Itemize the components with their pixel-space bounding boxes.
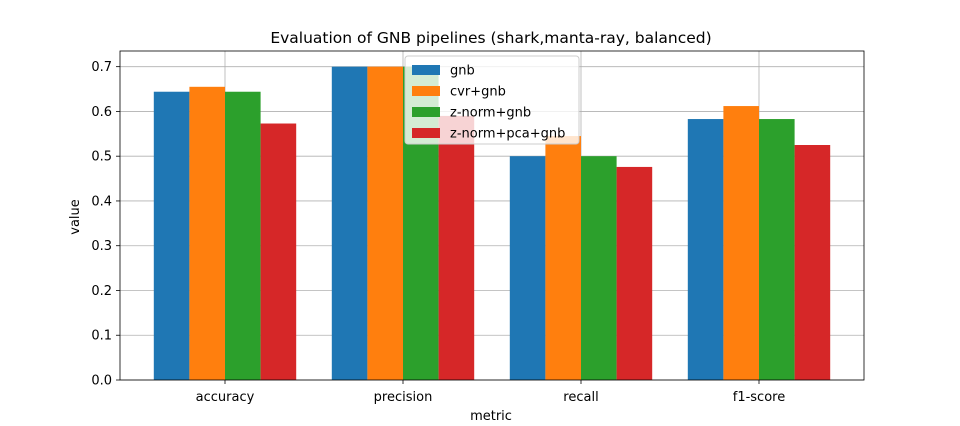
y-tick-label: 0.3 [91,239,112,254]
x-tick-label: precision [374,390,433,405]
legend-label: z-norm+gnb [450,106,531,121]
y-tick-label: 0.0 [91,374,112,389]
bar-z-norm+gnb-accuracy [225,91,261,380]
bar-gnb-precision [331,66,368,381]
bar-cvr+gnb-accuracy [189,86,225,381]
bar-z-norm+gnb-recall [581,156,617,380]
bar-cvr+gnb-f1-score [723,106,759,381]
x-tick-label: recall [563,390,598,405]
axes [116,50,865,384]
bars [153,66,831,381]
tick-labels: 0.0 0.1 0.2 0.3 0.4 0.5 0.6 0.7 accuracy precisio… [91,60,785,405]
bar-z-norm+pca+gnb-accuracy [260,123,297,380]
bar-gnb-f1-score [687,119,724,381]
legend-label: z-norm+pca+gnb [450,127,565,142]
chart-title: Evaluation of GNB pipelines (shark,manta… [270,29,711,47]
bar-z-norm+gnb-f1-score [759,119,795,381]
y-tick-label: 0.1 [91,329,112,344]
legend-swatch [412,65,440,75]
plot-frame [119,50,865,381]
legend-label: gnb [450,64,475,79]
y-tick-label: 0.7 [91,60,112,75]
bar-z-norm+pca+gnb-f1-score [794,145,831,380]
bar-cvr+gnb-recall [545,136,581,380]
bar-z-norm+pca+gnb-recall [616,166,653,380]
legend-swatch [412,128,440,138]
bar-cvr+gnb-precision [367,66,403,381]
legend-box [404,55,580,145]
legend-label: cvr+gnb [450,85,506,100]
x-tick-label: f1-score [733,390,785,405]
y-tick-label: 0.2 [91,284,112,299]
x-tick-label: accuracy [196,390,255,405]
y-tick-label: 0.6 [91,105,112,120]
bar-z-norm+pca+gnb-precision [438,115,475,381]
y-tick-label: 0.5 [91,150,112,165]
legend: gnb cvr+gnb z-norm+gnb z-norm+pca+gnb [404,55,580,145]
y-tick-label: 0.4 [91,194,112,209]
bar-gnb-recall [509,156,546,380]
legend-swatch [412,86,440,96]
y-axis-label: value [68,199,83,235]
x-axis-label: metric [470,409,512,424]
legend-swatch [412,107,440,117]
bar-gnb-accuracy [153,91,190,380]
